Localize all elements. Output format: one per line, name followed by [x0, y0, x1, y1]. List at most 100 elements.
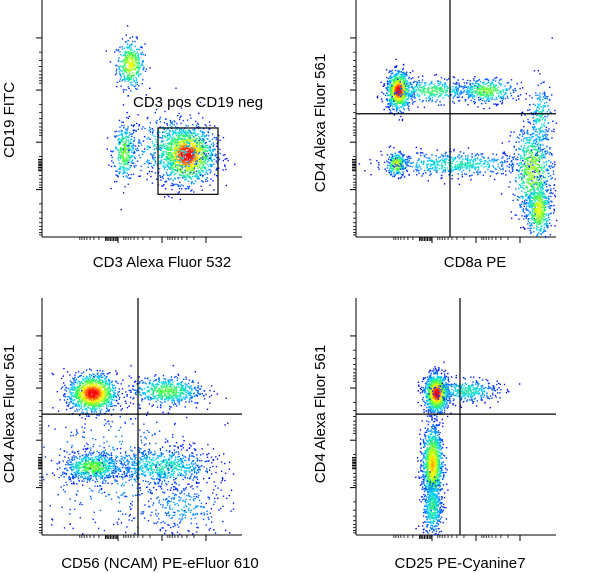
rectangle-gate[interactable]	[157, 127, 219, 195]
event-dot	[127, 167, 129, 170]
event-dot	[415, 84, 418, 86]
event-dot	[224, 164, 226, 166]
event-dot	[497, 86, 499, 89]
event-dot	[411, 162, 413, 164]
event-dot	[394, 154, 396, 157]
event-dot	[468, 168, 471, 170]
event-dot	[391, 86, 393, 88]
event-dot	[486, 163, 489, 165]
event-dot	[185, 138, 188, 141]
event-dot	[488, 98, 490, 100]
event-dot	[119, 150, 122, 152]
event-dot	[137, 59, 140, 61]
event-dot	[178, 144, 181, 147]
event-dot	[402, 75, 404, 77]
event-dot	[200, 138, 202, 140]
event-dot	[420, 84, 422, 86]
event-dot	[425, 97, 427, 100]
event-dot	[190, 132, 193, 134]
event-dot	[481, 99, 484, 102]
event-dot	[118, 65, 120, 68]
event-dot	[138, 48, 141, 51]
event-dot	[480, 91, 482, 94]
event-dot	[520, 81, 523, 84]
event-dot	[128, 177, 130, 179]
event-dot	[133, 79, 135, 82]
event-dot	[399, 74, 401, 76]
event-dot	[208, 121, 211, 123]
event-dot	[396, 93, 398, 96]
event-dot	[448, 159, 450, 161]
event-dot	[128, 149, 130, 152]
event-dot	[177, 177, 180, 179]
event-dot	[400, 92, 402, 94]
event-dot	[401, 76, 403, 79]
event-dot	[186, 154, 189, 157]
event-dot	[174, 163, 176, 165]
event-dot	[193, 169, 195, 171]
event-dot	[147, 163, 150, 165]
event-dot	[525, 192, 527, 194]
event-dot	[126, 144, 128, 146]
event-dot	[164, 181, 166, 183]
event-dot	[457, 79, 459, 81]
event-dot	[140, 73, 142, 75]
event-dot	[169, 136, 171, 138]
event-dot	[225, 168, 227, 171]
event-dot	[190, 148, 192, 150]
event-dot	[186, 132, 189, 134]
event-dot	[543, 138, 546, 140]
event-dot	[130, 84, 132, 86]
event-dot	[431, 154, 433, 156]
event-dot	[179, 159, 181, 161]
event-dot	[522, 169, 524, 171]
event-dot	[499, 91, 501, 93]
event-dot	[181, 150, 183, 152]
event-dot	[501, 103, 503, 105]
event-dot	[423, 90, 425, 92]
event-dot	[122, 91, 125, 93]
event-dot	[146, 145, 148, 147]
event-dot	[208, 168, 210, 171]
event-dot	[451, 178, 453, 180]
event-dot	[164, 147, 166, 150]
event-dot	[483, 87, 485, 89]
event-dot	[461, 165, 463, 167]
event-dot	[200, 157, 202, 159]
event-dot	[448, 170, 450, 173]
event-dot	[470, 99, 472, 102]
event-dot	[128, 168, 130, 171]
event-dot	[481, 86, 484, 88]
event-dot	[196, 134, 199, 136]
event-dot	[475, 81, 477, 83]
event-dot	[406, 156, 408, 158]
event-dot	[130, 160, 133, 163]
event-dot	[460, 85, 462, 87]
event-dot	[199, 174, 201, 176]
event-dot	[404, 167, 406, 170]
event-dot	[508, 88, 510, 90]
event-dot	[125, 163, 127, 165]
event-dot	[488, 91, 491, 93]
event-dot	[185, 147, 188, 149]
event-dot	[507, 81, 510, 84]
event-dot	[482, 93, 484, 95]
event-dot	[168, 153, 170, 155]
event-dot	[182, 147, 185, 149]
event-dot	[502, 172, 504, 175]
event-dot	[422, 99, 424, 102]
event-dot	[132, 74, 134, 77]
event-dot	[415, 168, 417, 171]
event-dot	[137, 142, 140, 144]
event-dot	[471, 94, 473, 96]
event-dot	[458, 84, 460, 86]
event-dot	[471, 87, 474, 89]
event-dot	[529, 174, 532, 177]
event-dot	[396, 91, 399, 93]
event-dot	[539, 179, 541, 181]
event-dot	[493, 86, 495, 88]
event-dot	[444, 155, 446, 157]
event-dot	[137, 72, 139, 74]
event-dot	[131, 51, 133, 54]
event-dot	[403, 97, 405, 99]
